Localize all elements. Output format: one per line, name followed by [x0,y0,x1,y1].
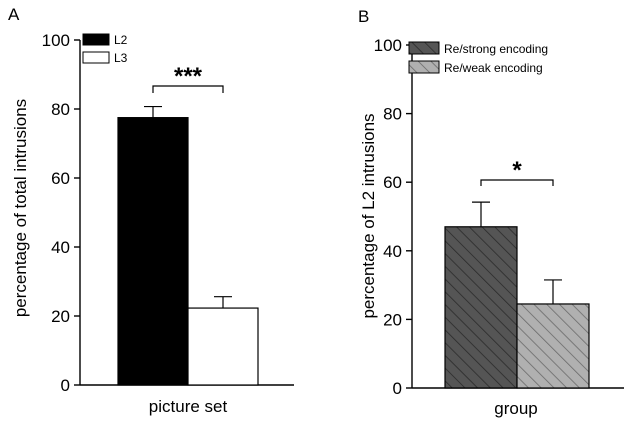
panel-a-ytick-label: 20 [51,307,70,326]
panel-a-ytick-label: 100 [42,31,70,50]
panel-a-bar-1 [117,117,189,386]
panel-b-bars [444,201,590,389]
panel-b-legend-label-1: Re/strong encoding [444,42,548,56]
panel-a-bar-2 [187,307,259,386]
panel-b-bar-1 [444,226,518,389]
panel-a-significance-label: *** [174,63,203,90]
panel-a-significance-bracket [152,85,224,93]
panel-a-label: A [8,5,20,24]
panel-b-xlabel: group [494,399,537,418]
panel-a-legend-label-2: L3 [114,51,128,65]
panel-a-legend-swatch-1 [82,33,110,46]
panel-a-ytick-label: 40 [51,238,70,257]
panel-a-bars [117,105,259,386]
panel-a-legend-swatch-2 [82,51,110,64]
panel-a-ytick-label: 60 [51,169,70,188]
panel-a-ytick-label: 80 [51,100,70,119]
panel-b-legend-label-2: Re/weak encoding [444,61,543,75]
panel-b-label: B [358,7,369,26]
panel-a-axes: 0 20 40 60 80 100 [42,31,294,395]
panel-b-ytick-label: 60 [383,173,402,192]
panel-b-significance-label: * [512,157,522,184]
panel-b-bar-2 [516,303,590,389]
panel-a-ytick-label: 0 [61,376,70,395]
panel-b-ytick-label: 0 [393,379,402,398]
panel-b-legend-swatch-2 [408,60,440,74]
panel-b-significance-bracket [480,179,554,186]
panel-a: A percentage of total intrusions picture… [8,5,294,416]
panel-b-ytick-label: 40 [383,242,402,261]
panel-b-legend-swatch-1 [408,41,440,55]
panel-b-ytick-label: 100 [374,36,402,55]
panel-a-significance: *** [152,63,224,93]
panel-a-ylabel: percentage of total intrusions [11,99,30,317]
panel-b-ylabel: percentage of L2 intrusions [359,113,378,318]
panel-b-ytick-label: 80 [383,105,402,124]
panel-b-legend: Re/strong encoding Re/weak encoding [408,41,548,75]
panel-b: B percentage of L2 intrusions group 0 20 4… [358,7,624,418]
panel-a-xlabel: picture set [149,397,228,416]
panel-b-significance: * [480,157,554,186]
panel-a-legend-label-1: L2 [114,33,128,47]
panel-b-ytick-label: 20 [383,310,402,329]
